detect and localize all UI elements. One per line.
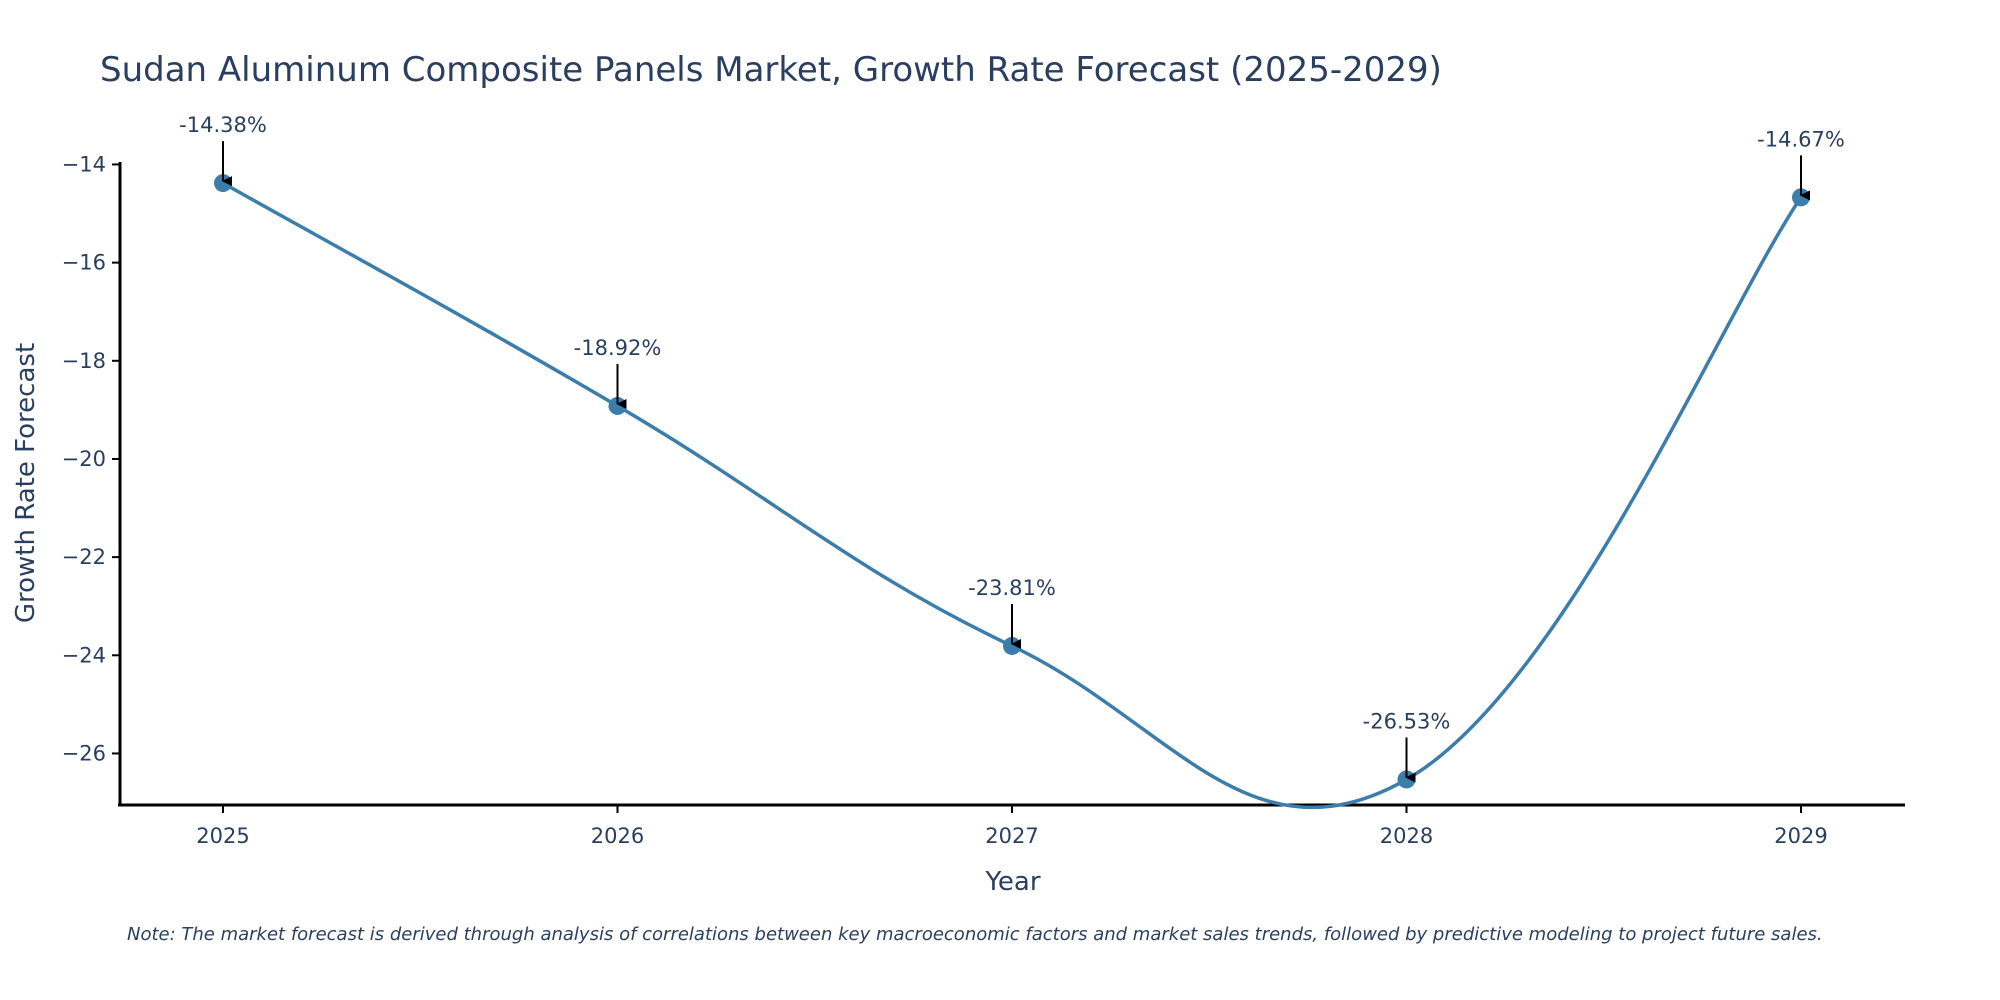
x-tick-label: 2028 (1380, 824, 1433, 848)
x-ticks: 2025 2026 2027 2028 2029 (196, 805, 1828, 848)
y-tick-label: −20 (62, 447, 106, 471)
x-tick-label: 2027 (985, 824, 1038, 848)
data-label: -26.53% (1363, 709, 1451, 733)
y-axis-title: Growth Rate Forecast (11, 343, 41, 623)
chart-title: Sudan Aluminum Composite Panels Market, … (100, 50, 1442, 90)
series-group (214, 174, 1810, 810)
data-label: -23.81% (968, 576, 1056, 600)
data-label: -18.92% (574, 336, 662, 360)
x-tick-label: 2026 (591, 824, 644, 848)
series-line (222, 181, 1803, 810)
annotations: -14.38% -18.92% -23.81% -26.53% -14.67% (179, 113, 1845, 783)
chart-note: Note: The market forecast is derived thr… (127, 924, 1823, 945)
y-tick-label: −22 (62, 545, 106, 569)
data-label: -14.67% (1757, 127, 1845, 151)
y-tick-label: −18 (62, 349, 106, 373)
x-axis-title: Year (984, 867, 1040, 897)
y-tick-label: −16 (62, 251, 106, 275)
y-ticks: −14 −16 −18 −20 −22 −24 −26 (62, 152, 120, 765)
y-tick-label: −26 (62, 741, 106, 765)
axes (118, 162, 1905, 807)
x-tick-label: 2029 (1774, 824, 1827, 848)
data-label: -14.38% (179, 113, 267, 137)
y-tick-label: −24 (62, 643, 106, 667)
x-tick-label: 2025 (196, 824, 249, 848)
y-tick-label: −14 (62, 152, 106, 176)
